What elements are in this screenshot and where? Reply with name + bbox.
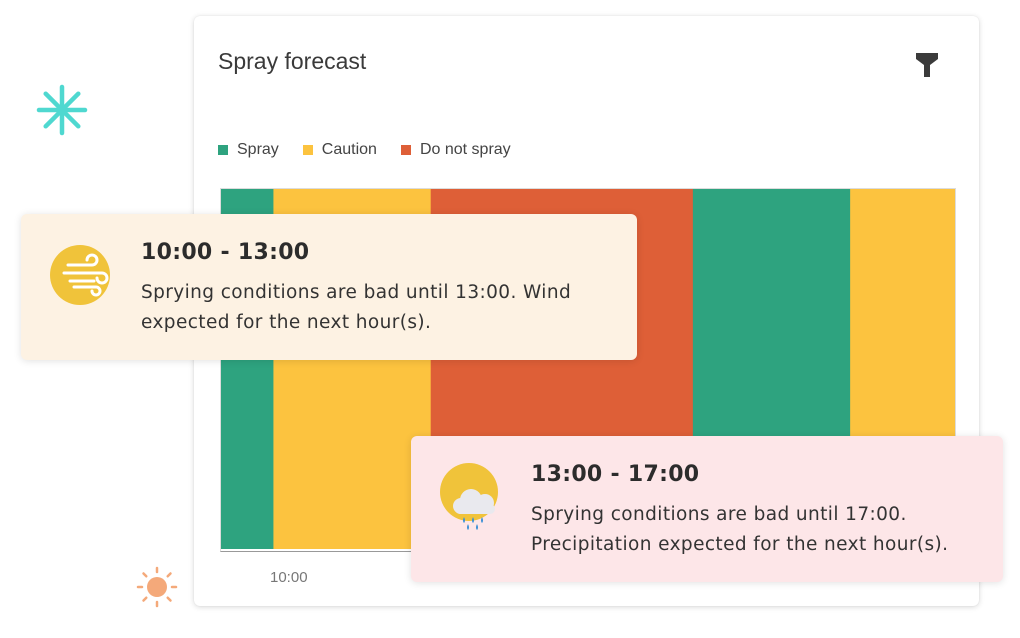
tooltip-wind: 10:00 - 13:00 Sprying conditions are bad… bbox=[21, 214, 637, 360]
legend-item-caution[interactable]: Caution bbox=[302, 141, 377, 159]
legend-item-spray[interactable]: Spray bbox=[218, 141, 279, 159]
rain-cloud-sun-icon bbox=[440, 463, 498, 530]
tooltip-message: Sprying conditions are bad until 17:00. … bbox=[531, 504, 949, 555]
legend-swatch bbox=[218, 145, 228, 155]
asterisk-icon bbox=[36, 84, 88, 136]
x-tick-label: 10:00 bbox=[270, 569, 308, 586]
legend-item-do-not-spray[interactable]: Do not spray bbox=[400, 141, 511, 159]
legend-label: Caution bbox=[321, 141, 377, 158]
tooltip-message: Sprying conditions are bad until 13:00. … bbox=[141, 282, 572, 333]
tooltip-precipitation: 13:00 - 17:00 Sprying conditions are bad… bbox=[411, 436, 1003, 582]
filter-button[interactable] bbox=[915, 52, 939, 78]
card-title: Spray forecast bbox=[218, 48, 367, 74]
filter-funnel-icon bbox=[916, 53, 938, 77]
tooltip-time: 13:00 - 17:00 bbox=[531, 462, 700, 487]
legend-label: Do not spray bbox=[419, 141, 511, 158]
sun-icon bbox=[136, 566, 178, 608]
wind-icon bbox=[50, 245, 110, 305]
legend-swatch bbox=[400, 145, 411, 155]
chart-legend: Spray Caution Do not spray bbox=[218, 141, 511, 159]
legend-swatch bbox=[302, 145, 313, 155]
legend-label: Spray bbox=[237, 141, 279, 158]
tooltip-time: 10:00 - 13:00 bbox=[141, 240, 310, 265]
